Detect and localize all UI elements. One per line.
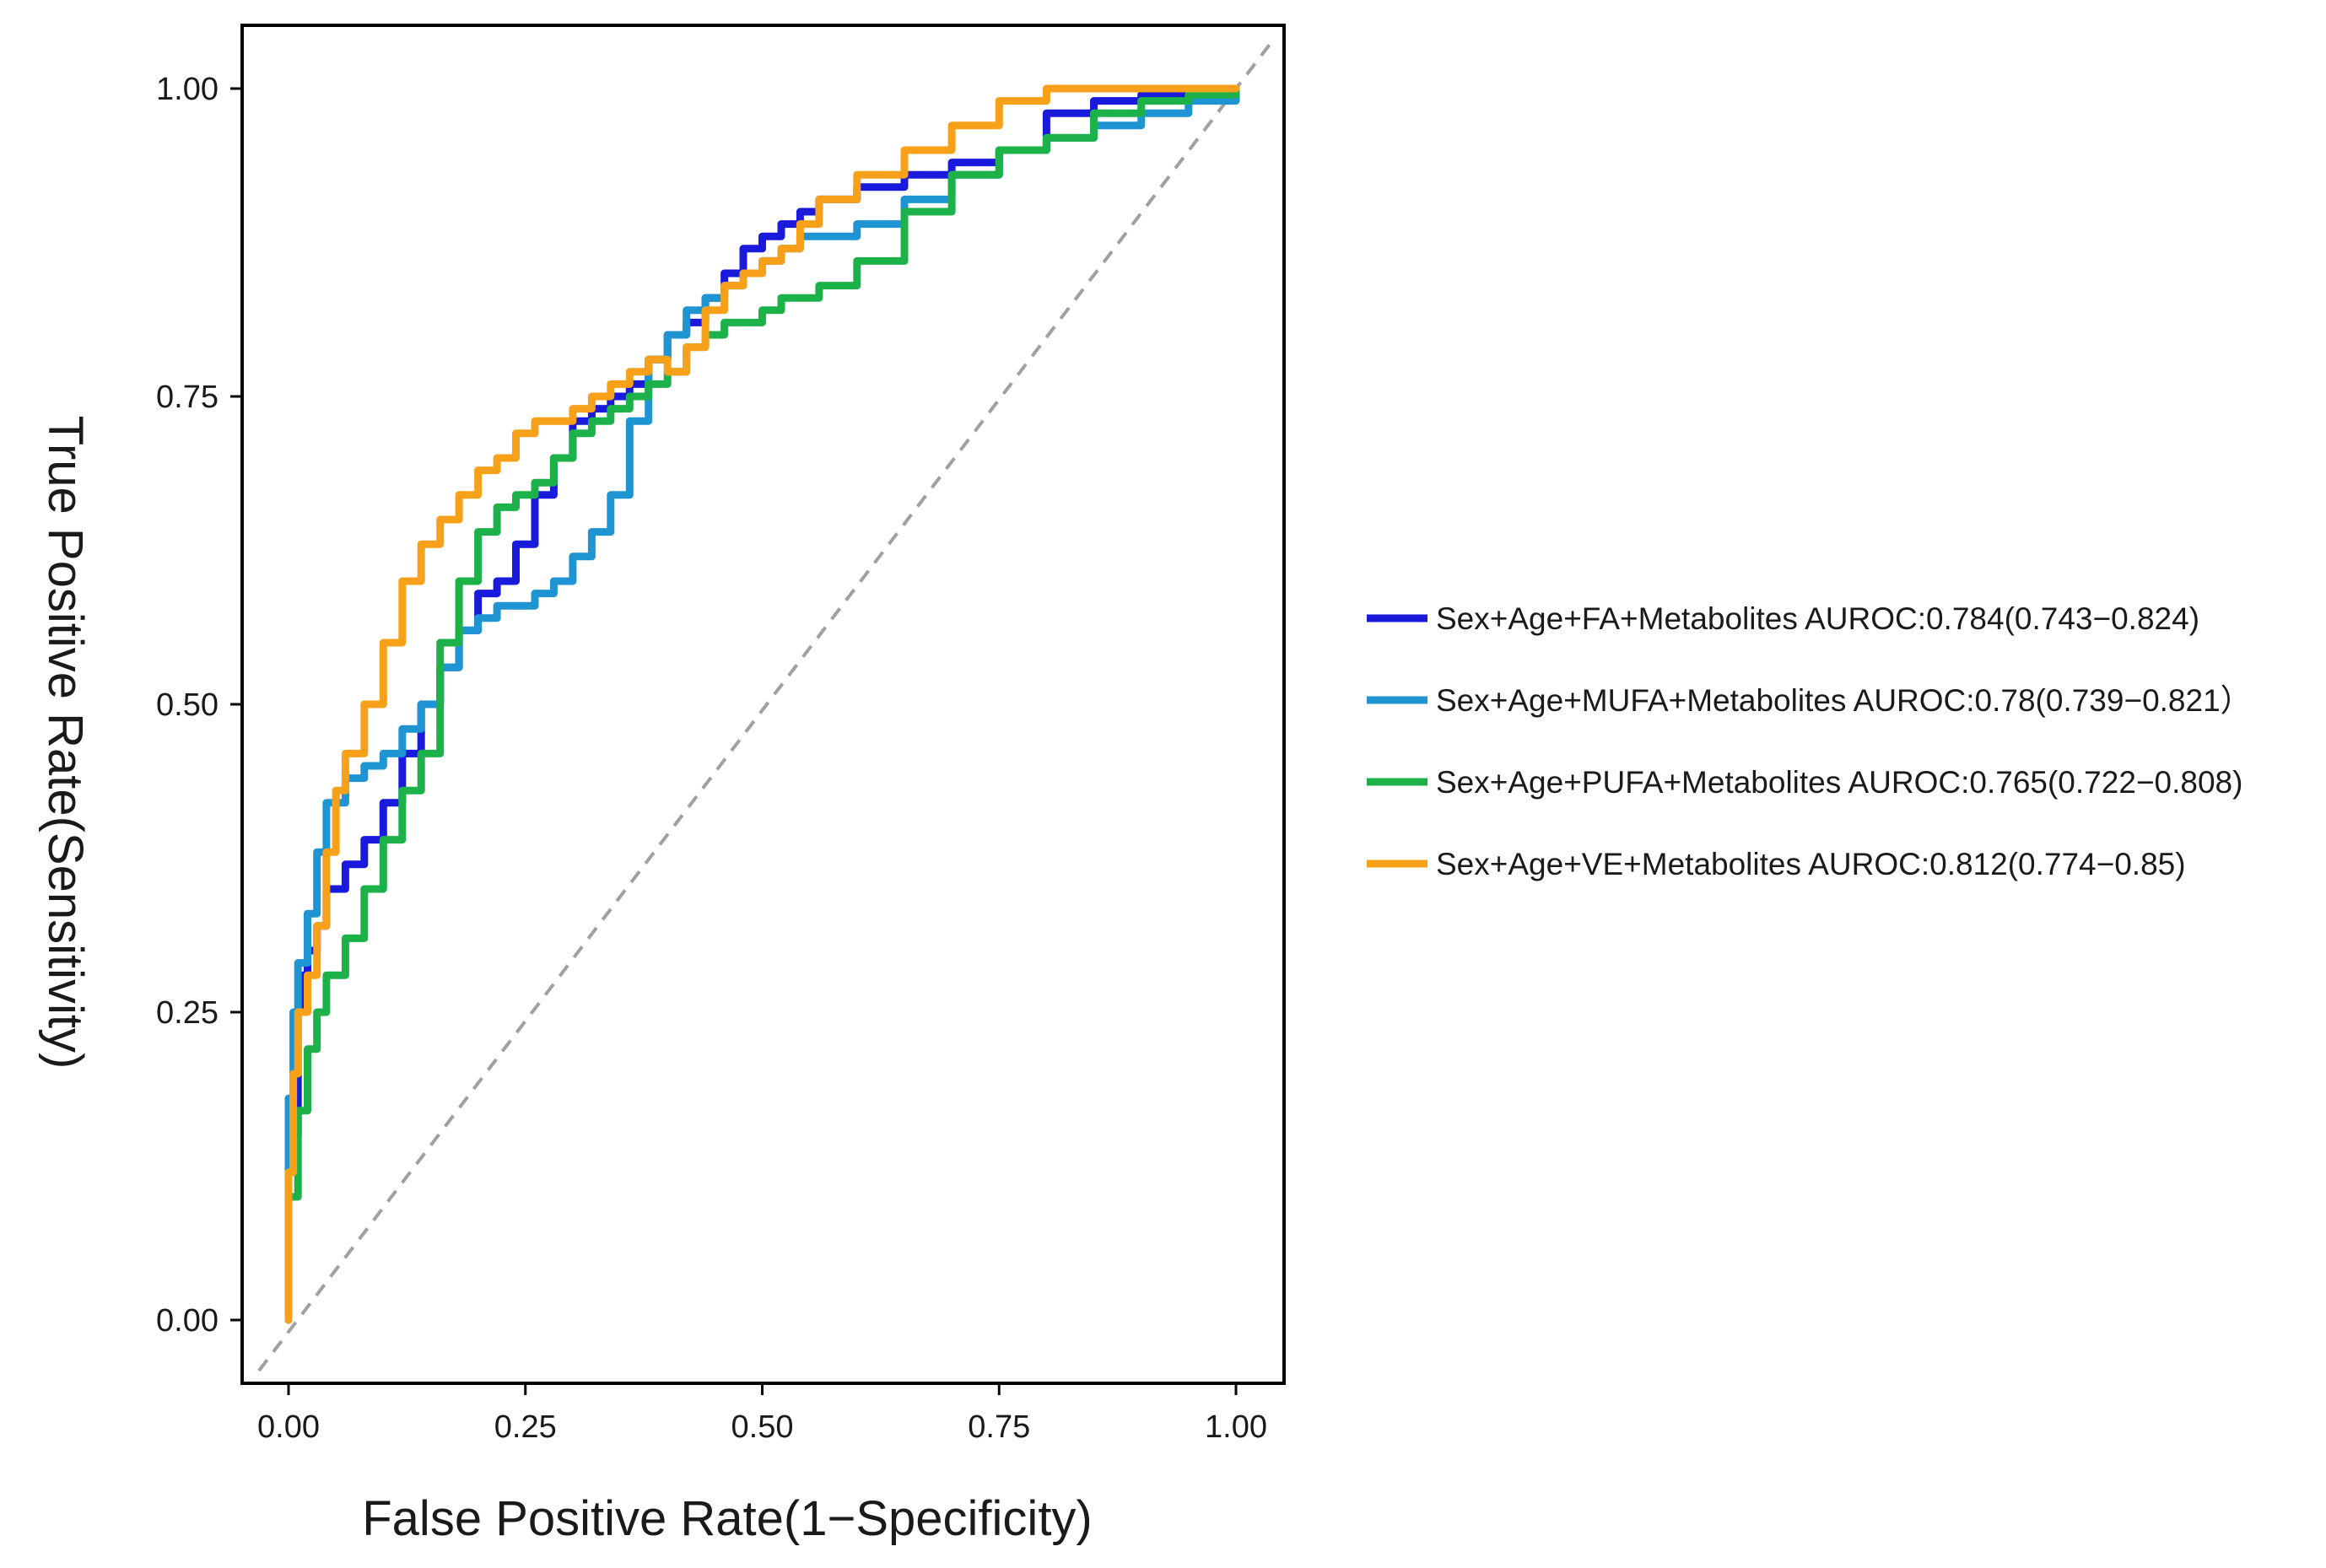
y-tick-label: 1.00 — [156, 72, 219, 107]
y-tick-label: 0.75 — [156, 380, 219, 415]
x-tick-label: 0.00 — [257, 1409, 320, 1445]
legend-label-2: Sex+Age+MUFA+Metabolites AUROC:0.78(0.73… — [1436, 683, 2252, 718]
roc-series-line-3 — [284, 84, 1240, 1201]
x-tick-label: 0.25 — [494, 1409, 557, 1445]
roc-series-line-4 — [284, 84, 1240, 1324]
y-axis-title: True Positive Rate(Sensitivity) — [38, 416, 93, 1070]
legend-label-4: Sex+Age+VE+Metabolites AUROC:0.812(0.774… — [1436, 847, 2186, 881]
x-tick-label: 1.00 — [1205, 1409, 1267, 1445]
plot-area — [257, 40, 1273, 1372]
x-axis-title: False Positive Rate(1−Specificity) — [362, 1491, 1093, 1546]
y-tick-label: 0.25 — [156, 995, 219, 1031]
x-tick-label: 0.75 — [968, 1409, 1030, 1445]
y-tick-label: 0.50 — [156, 687, 219, 723]
legend: Sex+Age+FA+Metabolites AUROC:0.784(0.743… — [1367, 601, 2252, 881]
axes: 0.00 0.25 0.50 0.75 1.00 0.00 0.25 0.50 0.75 1.00 — [156, 24, 1286, 1445]
y-tick-label: 0.00 — [156, 1303, 219, 1339]
legend-label-1: Sex+Age+FA+Metabolites AUROC:0.784(0.743… — [1436, 601, 2199, 636]
legend-label-3: Sex+Age+PUFA+Metabolites AUROC:0.765(0.7… — [1436, 765, 2242, 800]
chance-diagonal-line — [257, 40, 1273, 1372]
x-tick-label: 0.50 — [731, 1409, 794, 1445]
